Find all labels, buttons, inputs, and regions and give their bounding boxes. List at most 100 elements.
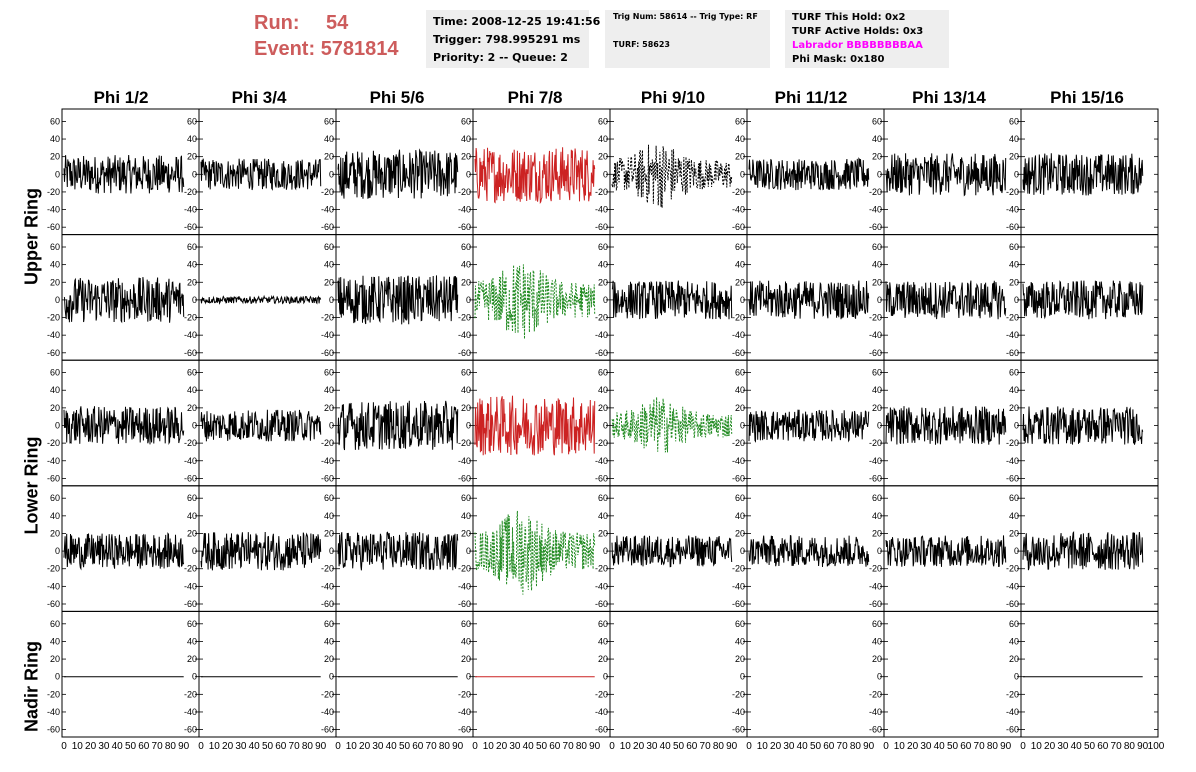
y-tick-label: 60 (872, 619, 882, 629)
y-tick-label: 40 (598, 636, 608, 646)
y-tick-label: -20 (184, 564, 197, 574)
x-tick-label: 80 (987, 741, 999, 752)
y-tick-label: 40 (187, 385, 197, 395)
y-tick-label: 20 (598, 277, 608, 287)
x-tick-label: 20 (85, 741, 97, 752)
waveform-trace (337, 275, 459, 325)
y-tick-label: 20 (187, 528, 197, 538)
y-tick-label: -60 (869, 222, 882, 232)
trig-info-box: Trig Num: 58614 -- Trig Type: RF TURF: 5… (605, 10, 770, 68)
y-tick-label: -60 (184, 599, 197, 609)
panel-frame (335, 610, 474, 738)
y-tick-label: -20 (47, 564, 60, 574)
waveform-trace (1022, 406, 1144, 445)
y-tick-label: 60 (324, 368, 334, 378)
waveform-trace (63, 154, 185, 194)
y-tick-label: -40 (458, 330, 471, 340)
x-tick-label: 80 (713, 741, 725, 752)
x-tick-label: 0 (61, 741, 67, 752)
y-tick-label: -40 (184, 205, 197, 215)
waveform-trace (200, 158, 322, 191)
x-tick-label: 50 (673, 741, 685, 752)
y-tick-label: 60 (461, 242, 471, 252)
y-tick-label: -40 (47, 456, 60, 466)
y-tick-label: -40 (47, 330, 60, 340)
y-tick-label: -60 (595, 348, 608, 358)
panel-frame (472, 108, 611, 236)
y-tick-label: 40 (50, 385, 60, 395)
y-tick-label: -20 (458, 187, 471, 197)
waveform-trace (611, 280, 733, 320)
x-tick-label: 60 (823, 741, 835, 752)
waveform-trace (1022, 280, 1144, 320)
y-tick-label: 40 (735, 511, 745, 521)
y-tick-label: 0 (603, 421, 608, 431)
y-tick-label: -20 (595, 187, 608, 197)
y-tick-label: 60 (598, 619, 608, 629)
waveform-trace (611, 144, 733, 208)
y-tick-label: -20 (869, 187, 882, 197)
y-tick-label: -60 (595, 222, 608, 232)
panel-frame (883, 108, 1022, 236)
x-tick-label: 60 (1097, 741, 1109, 752)
y-tick-label: 0 (329, 421, 334, 431)
y-tick-label: 40 (598, 134, 608, 144)
y-tick-label: 0 (877, 169, 882, 179)
y-tick-label: 0 (740, 421, 745, 431)
x-tick-label: 90 (1137, 741, 1149, 752)
y-tick-label: -40 (595, 581, 608, 591)
y-tick-label: 40 (735, 260, 745, 270)
y-tick-label: -40 (732, 581, 745, 591)
y-tick-label: 60 (461, 116, 471, 126)
x-tick-label: 80 (850, 741, 862, 752)
y-tick-label: 20 (50, 403, 60, 413)
y-tick-label: -20 (184, 438, 197, 448)
y-tick-label: -40 (321, 581, 334, 591)
x-tick-label: 10 (72, 741, 84, 752)
y-tick-label: -60 (869, 725, 882, 735)
waveform-trace (1022, 530, 1144, 571)
y-tick-label: 0 (55, 169, 60, 179)
y-tick-label: 40 (1009, 260, 1019, 270)
y-tick-label: -20 (321, 187, 334, 197)
x-tick-label: 70 (426, 741, 438, 752)
y-tick-label: -40 (595, 707, 608, 717)
y-tick-label: 0 (603, 295, 608, 305)
x-tick-label: 0 (883, 741, 889, 752)
x-tick-label: 70 (700, 741, 712, 752)
panel-frame (883, 485, 1022, 612)
panel-frame (472, 610, 611, 738)
y-tick-label: -20 (458, 564, 471, 574)
y-tick-label: -40 (458, 456, 471, 466)
y-tick-label: 40 (50, 134, 60, 144)
y-tick-label: -20 (869, 313, 882, 323)
y-tick-label: -60 (1006, 599, 1019, 609)
y-tick-label: -20 (595, 689, 608, 699)
x-tick-label: 60 (549, 741, 561, 752)
y-tick-label: -60 (869, 348, 882, 358)
x-tick-label: 90 (315, 741, 327, 752)
y-tick-label: 60 (187, 619, 197, 629)
x-tick-label: 70 (563, 741, 575, 752)
y-tick-label: -60 (1006, 473, 1019, 483)
priority-text: Priority: 2 -- Queue: 2 (433, 51, 568, 64)
x-tick-label: 0 (198, 741, 204, 752)
x-tick-label: 20 (633, 741, 645, 752)
x-tick-label: 10 (209, 741, 221, 752)
x-tick-label: 70 (289, 741, 301, 752)
y-tick-label: -20 (458, 438, 471, 448)
y-tick-label: -60 (458, 222, 471, 232)
x-tick-label: 20 (907, 741, 919, 752)
waveform-trace (748, 157, 870, 191)
x-tick-label: 30 (509, 741, 521, 752)
y-tick-label: 60 (461, 368, 471, 378)
y-tick-label: 60 (872, 368, 882, 378)
x-tick-label: 30 (1057, 741, 1069, 752)
x-tick-label: 30 (646, 741, 658, 752)
y-tick-label: -60 (321, 725, 334, 735)
x-tick-label: 40 (523, 741, 535, 752)
panel-frame (609, 108, 748, 236)
y-tick-label: 20 (1009, 152, 1019, 162)
y-tick-label: 0 (603, 169, 608, 179)
